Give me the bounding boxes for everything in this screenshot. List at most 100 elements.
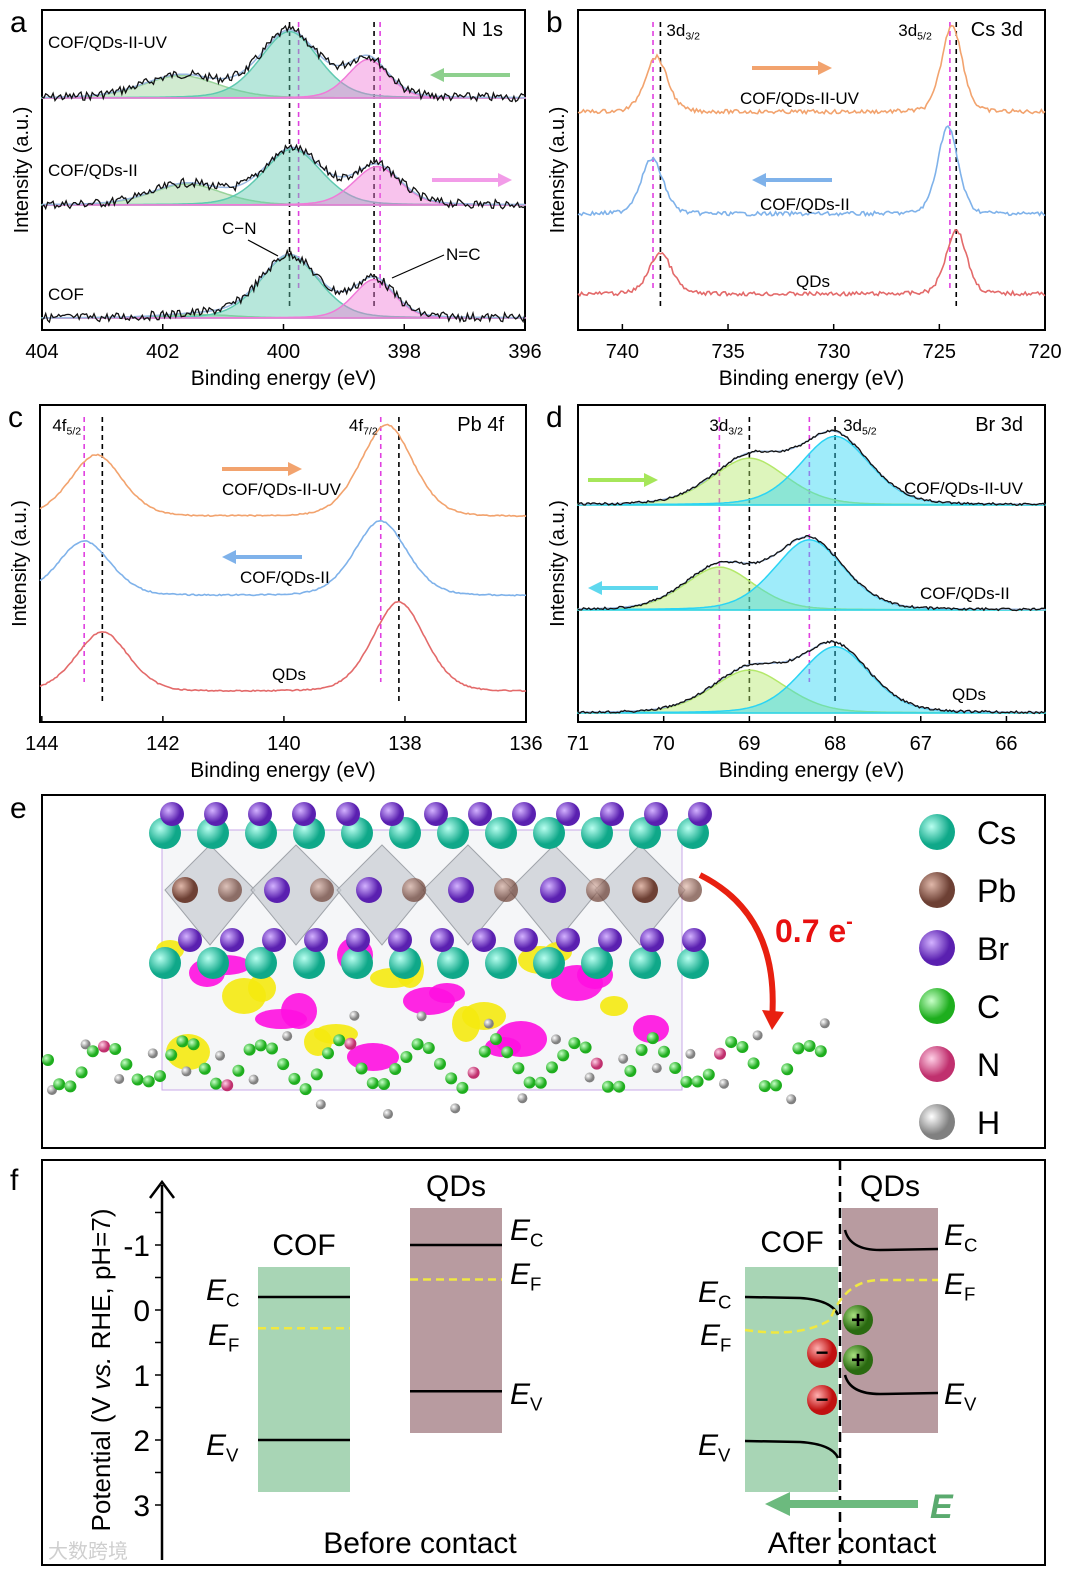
charge-density-isosurface [281,993,317,1029]
peak-label: 4f7/2 [349,416,378,438]
atom-br [556,928,580,952]
label-ev-qds-after-main: E [944,1378,965,1411]
annotation-arrow [247,239,279,257]
atom-cs [245,817,277,849]
label-ev-cof-main: E [206,1429,227,1462]
qds-ec-bent [843,1229,939,1252]
series-label: COF/QDs-II-UV [48,33,168,52]
series-label: COF/QDs-II [760,195,850,214]
atom-c [400,1050,413,1063]
atom-cs [581,947,613,979]
x-tick-label: 402 [146,341,179,363]
series-label: COF [48,285,84,304]
label-ev-cof-after: EV [698,1429,731,1466]
label-ev-qds-after-sub: V [964,1394,977,1415]
atom-c [534,1076,547,1089]
atom-cs [629,947,661,979]
atom-pb-br [540,877,566,903]
atom-pb [586,878,610,902]
label-ef-cof-after-sub: F [720,1335,731,1356]
atom-cs [485,947,517,979]
x-tick-label: 142 [146,733,179,755]
label-ec-cof: EC [206,1274,239,1311]
legend-label: Br [977,931,1009,967]
atom-c [411,1038,424,1051]
atom-br [388,928,412,952]
atom-pb [218,878,242,902]
charge-transfer-arrowhead [762,1010,784,1030]
atom-c [658,1045,670,1058]
atom-c [64,1080,77,1093]
shift-arrowhead [588,581,602,595]
shift-arrowhead [430,68,444,82]
peak-label-sub: 3/2 [728,426,743,438]
atom-br [598,928,622,952]
atom-c [198,1062,211,1075]
atom-h [719,1078,729,1089]
label-ef-qds-after-main: E [944,1268,965,1301]
atom-c [456,1081,469,1094]
atom-br [160,802,184,826]
atom-br [346,928,370,952]
panel-d: d 71 70 69 68 67 66 Binding energy (eV) Intensit… [546,401,1046,782]
atom-c [42,1054,54,1066]
series-label: COF/QDs-II [920,584,1010,603]
panel-frame [41,794,1046,1149]
atom-br [220,928,244,952]
atom-c [176,1035,189,1048]
atom-br [512,802,536,826]
charge-density-isosurface [462,1002,506,1030]
panel-e: e 0.7 e- Cs Pb Br CNH [10,792,1046,1149]
atom-c [75,1066,88,1079]
x-tick-label: 69 [738,733,760,755]
charge-density-isosurface [429,983,465,1003]
legend-label: N [977,1047,1000,1083]
atom-cs [197,817,229,849]
atom-c [109,1042,122,1055]
plot-frame [39,404,527,723]
atom-br [336,802,360,826]
shift-arrowhead [818,61,832,75]
atom-c [389,1063,402,1076]
label-ef-qds-after: EF [944,1268,975,1305]
charge-density-isosurface [248,974,276,1002]
atom-h [80,1039,91,1050]
positive-charge-icon [843,1305,873,1335]
atom-c [422,1041,435,1054]
atom-h [618,1053,629,1064]
atom-c [714,1047,726,1060]
peak-label-main: 4f [349,416,363,435]
atom-cs [341,947,373,979]
series-label: COF/QDs-II [240,568,330,587]
atom-c [378,1078,390,1091]
label-ev-cof-after-sub: V [718,1445,731,1466]
atom-c [322,1047,334,1060]
x-tick-label: 735 [711,341,744,363]
atom-c [624,1065,637,1078]
atom-pb-br [172,877,198,903]
label-ef-qds-main: E [510,1258,531,1291]
shift-arrowhead [498,173,512,187]
atom-c [120,1058,133,1071]
atom-h [349,1010,360,1021]
shift-arrowhead [222,550,236,564]
atom-br [262,928,286,952]
panel-letter-f: f [10,1164,19,1197]
spectrum-line [39,519,527,597]
atom-c [366,1077,379,1090]
atom-h [315,1099,326,1110]
series-label: QDs [952,685,986,704]
cof-label-after: COF [760,1226,823,1259]
x-tick-label: 144 [25,733,58,755]
x-tick-label: 400 [267,341,300,363]
charge-transfer-arrow [698,872,776,1021]
series-label: QDs [796,272,830,291]
atom-h [416,1011,427,1022]
x-tick-label: 720 [1028,341,1061,363]
cof-label-before: COF [272,1229,335,1262]
panel-b: b 740 735 730 725 720 Binding energy (eV) Inten… [546,6,1062,390]
panel-letter-a: a [10,6,27,39]
spectrum-line [41,24,526,103]
atom-br [424,802,448,826]
atom-c [232,1064,245,1077]
